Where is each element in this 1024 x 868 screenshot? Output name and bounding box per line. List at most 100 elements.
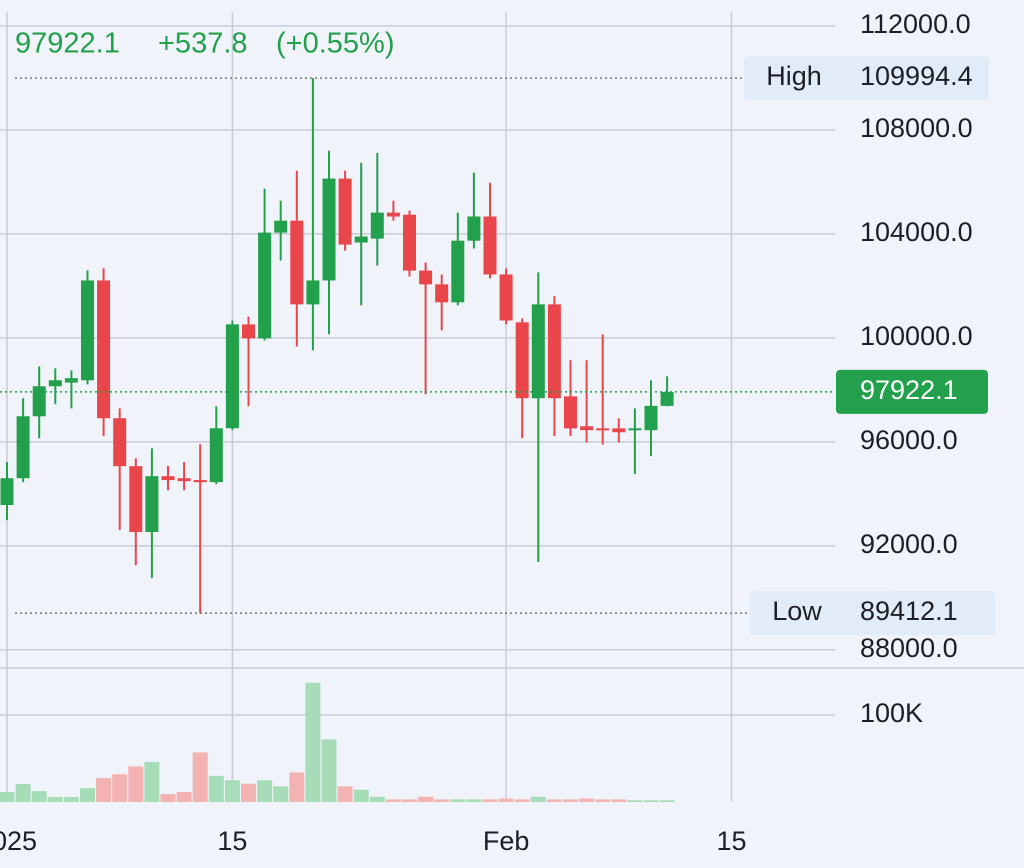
candle-body	[596, 428, 610, 431]
candle-body	[564, 396, 577, 429]
volume-bar	[659, 800, 675, 802]
volume-bar	[450, 799, 466, 802]
volume-bar	[498, 798, 514, 802]
candle-body	[660, 391, 674, 406]
volume-bar	[337, 786, 353, 802]
y-tick-label: 100000.0	[860, 321, 973, 351]
candle-body	[97, 280, 111, 419]
volume-bar	[80, 788, 95, 802]
candle-body	[290, 220, 304, 305]
candle-body	[644, 405, 658, 431]
y-tick-label: 108000.0	[860, 113, 973, 143]
candle-body	[370, 212, 384, 239]
labels: 88000.0 92000.0 96000.0 100000.0 104000.0 108…	[0, 9, 995, 856]
volume-bar	[128, 766, 144, 802]
high-value: 109994.4	[860, 61, 973, 91]
candle-body	[64, 378, 78, 383]
volume-bar	[546, 799, 562, 802]
candle-body	[322, 178, 336, 281]
volume-bar	[482, 799, 498, 802]
volume-bar	[112, 774, 128, 802]
volume-bar	[466, 799, 482, 802]
y-tick-label: 92000.0	[860, 529, 958, 559]
volume-bar	[514, 799, 530, 802]
candle-body	[258, 232, 272, 339]
volume-bar	[241, 783, 256, 802]
candle-body	[467, 216, 481, 241]
low-label-box	[750, 591, 995, 636]
candle-body	[612, 428, 626, 433]
volume-bar	[595, 799, 611, 802]
volume-bar	[611, 799, 627, 802]
candle-body	[531, 304, 545, 399]
x-tick-label: 15	[716, 826, 746, 856]
volume-bar	[273, 786, 289, 802]
volume-bar	[434, 799, 450, 802]
candle-body	[193, 480, 207, 483]
volume-bar	[96, 777, 112, 802]
volume-bar	[192, 752, 208, 802]
candle-body	[129, 466, 143, 533]
candle-body	[274, 220, 288, 233]
header-change-pct: (+0.55%)	[276, 28, 394, 60]
candle-body	[145, 476, 159, 533]
candle-body	[16, 416, 30, 479]
y-tick-label: 112000.0	[860, 9, 971, 39]
volume-bar	[47, 797, 63, 802]
candle-body	[338, 178, 352, 245]
candle-body	[515, 322, 529, 399]
marks	[0, 77, 835, 802]
low-value: 89412.1	[860, 596, 958, 626]
candle-body	[451, 240, 465, 303]
volume-bar	[224, 780, 240, 802]
candle-body	[435, 284, 449, 303]
candle-body	[354, 236, 368, 243]
volume-bar	[63, 797, 79, 802]
volume-bar	[257, 780, 273, 802]
volume-bar	[643, 800, 659, 802]
candle-body	[483, 216, 497, 275]
volume-bar	[176, 791, 192, 802]
volume-bar	[627, 800, 643, 802]
candle-body	[225, 324, 239, 429]
last-price-label: 97922.1	[860, 375, 958, 405]
low-label: Low	[772, 596, 822, 626]
high-label-box	[744, 56, 989, 101]
candle-body	[547, 304, 561, 399]
header-price: 97922.1	[15, 28, 120, 60]
candle-body	[113, 418, 127, 467]
high-label: High	[766, 61, 822, 91]
candle-body	[499, 274, 513, 321]
volume-bar	[402, 799, 417, 802]
candle-body	[419, 270, 433, 285]
volume-bar	[369, 796, 385, 802]
candle-body	[403, 214, 416, 271]
x-tick-label: Feb	[483, 826, 530, 856]
volume-bar	[321, 739, 337, 802]
y-tick-label: 88000.0	[860, 633, 958, 663]
candle-body	[386, 212, 400, 217]
last-price-box	[836, 369, 988, 414]
candle-body	[177, 478, 191, 482]
volume-bar	[385, 799, 401, 802]
volume-bar	[530, 796, 546, 802]
candle-body	[161, 476, 175, 481]
volume-tick-label: 100K	[860, 698, 923, 728]
x-tick-label: 2025	[0, 826, 37, 856]
candle-body	[48, 380, 62, 387]
x-tick-label: 15	[217, 826, 247, 856]
volume-bar	[160, 794, 176, 802]
y-tick-label: 104000.0	[860, 217, 973, 247]
candle-body	[628, 428, 642, 431]
volume-bar	[418, 796, 434, 802]
volume-bar	[305, 682, 321, 802]
volume-bar	[289, 772, 305, 802]
y-tick-label: 96000.0	[860, 425, 958, 455]
volume-bar	[0, 791, 15, 802]
volume-bar	[353, 789, 369, 802]
candle-body	[81, 280, 94, 381]
candle-body	[32, 386, 46, 417]
header-change: +537.8	[158, 28, 248, 60]
